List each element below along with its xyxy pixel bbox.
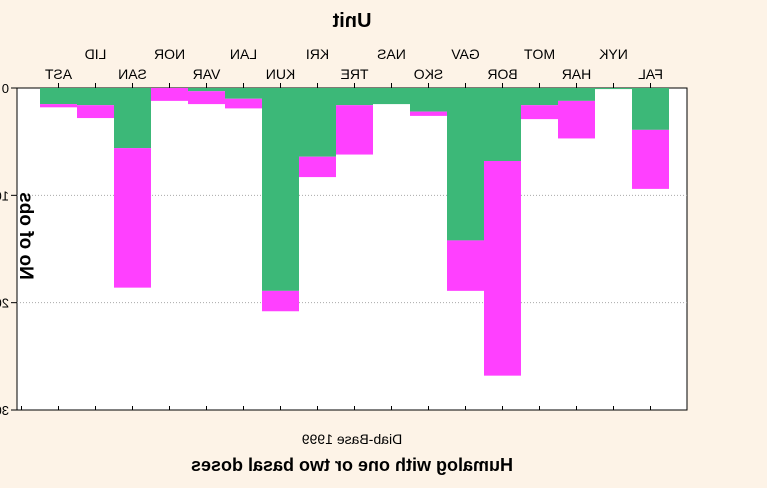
bar-segment-bor-0 xyxy=(484,88,521,161)
bar-segment-nor-1 xyxy=(151,88,188,101)
category-label-nyk: NYK xyxy=(598,46,627,62)
bar-segment-kun-1 xyxy=(262,290,299,312)
bars xyxy=(40,88,669,376)
bar-segment-nyk-0 xyxy=(595,88,632,90)
bar-segment-tre-1 xyxy=(336,105,373,155)
mirrored-canvas: 0 100 200 300 FAL NYK HAR MOT BOR GAV SKO NAS TRE KRI… xyxy=(0,10,688,475)
category-label-san: SAN xyxy=(118,66,147,82)
bar-segment-sko-1 xyxy=(410,111,447,116)
bar-segment-lid-0 xyxy=(77,88,114,106)
y-tick-label: 0 xyxy=(2,81,9,96)
bar-segment-kri-0 xyxy=(299,88,336,157)
bar-segment-tre-0 xyxy=(336,88,373,106)
chart-subtitle: Diab-Base 1999 xyxy=(302,431,403,447)
category-label-gav: GAV xyxy=(451,46,480,62)
labels: 0 100 200 300 FAL NYK HAR MOT BOR GAV SKO NAS TRE KRI… xyxy=(0,46,663,418)
bar-segment-har-0 xyxy=(558,88,595,101)
category-label-mot: MOT xyxy=(524,46,556,62)
category-label-kun: KUN xyxy=(266,66,296,82)
category-label-nas: NAS xyxy=(377,46,406,62)
category-label-ast: AST xyxy=(44,66,72,82)
bar-segment-lid-1 xyxy=(77,105,114,119)
chart-title: Unit xyxy=(332,10,371,32)
category-label-var: VAR xyxy=(193,66,221,82)
category-label-sko: SKO xyxy=(414,66,444,82)
bar-segment-ast-1 xyxy=(40,104,77,108)
bar-segment-lan-1 xyxy=(225,98,262,109)
x-axis-title: Humalog with one or two basal doses xyxy=(191,455,513,475)
bar-segment-mot-0 xyxy=(521,88,558,106)
bar-segment-har-1 xyxy=(558,100,595,139)
bar-segment-ast-0 xyxy=(40,88,77,105)
bar-segment-sko-0 xyxy=(410,88,447,112)
bar-segment-gav-0 xyxy=(447,88,484,241)
y-axis-title: No of obs xyxy=(15,192,36,280)
bar-segment-kri-1 xyxy=(299,156,336,178)
bar-segment-var-0 xyxy=(188,88,225,92)
category-label-kri: KRI xyxy=(306,46,329,62)
y-tick-label: 200 xyxy=(0,296,9,311)
category-label-har: HAR xyxy=(562,66,592,82)
bar-segment-san-1 xyxy=(114,148,151,288)
category-label-bor: BOR xyxy=(487,66,517,82)
bar-segment-bor-1 xyxy=(484,160,521,376)
bar-segment-kun-0 xyxy=(262,88,299,291)
bar-segment-san-0 xyxy=(114,88,151,149)
bar-segment-lan-0 xyxy=(225,88,262,99)
category-label-fal: FAL xyxy=(638,66,663,82)
bar-segment-fal-1 xyxy=(632,129,669,189)
tick-marks xyxy=(11,83,651,411)
category-label-lid: LID xyxy=(85,46,107,62)
bar-segment-gav-1 xyxy=(447,240,484,291)
category-label-nor: NOR xyxy=(154,46,185,62)
y-tick-label: 300 xyxy=(0,403,9,418)
bar-segment-var-1 xyxy=(188,91,225,105)
category-label-tre: TRE xyxy=(341,66,369,82)
y-tick-label: 100 xyxy=(0,188,9,203)
category-label-lan: LAN xyxy=(230,46,257,62)
bar-segment-nas-0 xyxy=(373,88,410,105)
bar-segment-mot-1 xyxy=(521,105,558,120)
bar-segment-fal-0 xyxy=(632,88,669,130)
